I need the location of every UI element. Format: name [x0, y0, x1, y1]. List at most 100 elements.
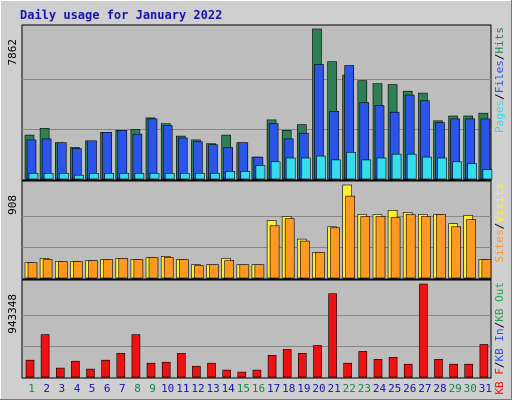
x-tick-label-10: 10	[161, 382, 174, 395]
bar-sites-day-7	[118, 258, 129, 279]
x-tick-label-19: 19	[297, 382, 310, 395]
bar-pages-day-10	[164, 173, 175, 180]
x-tick-label-22: 22	[343, 382, 356, 395]
bar-sites-day-26	[405, 214, 416, 279]
bar-kb-f-day-23	[358, 351, 368, 378]
bar-kb-f-day-18	[282, 349, 292, 378]
legend-item: /	[493, 223, 506, 230]
bar-sites-day-25	[390, 217, 401, 279]
bar-sites-day-4	[73, 261, 83, 279]
panel-visits-sites: 908 Sites/Visits	[6, 180, 506, 280]
bar-kb-f-day-6	[101, 359, 110, 378]
bar-sites-day-23	[360, 216, 371, 279]
bar-kb-f-day-13	[207, 362, 216, 378]
x-tick-label-21: 21	[327, 382, 340, 395]
legend-item: KB F	[493, 368, 506, 395]
x-tick-label-31: 31	[479, 382, 492, 395]
bar-pages-day-8	[134, 173, 145, 180]
bar-pages-day-13	[210, 173, 220, 180]
bar-kb-f-day-10	[161, 361, 171, 378]
bar-pages-day-5	[89, 173, 99, 180]
bar-sites-day-6	[103, 259, 113, 279]
bar-kb-f-day-29	[449, 363, 458, 378]
bar-sites-day-18	[284, 218, 295, 279]
legend-item: Visits	[493, 183, 506, 223]
bar-pages-day-19	[300, 157, 311, 180]
bar-pages-day-31	[482, 169, 493, 180]
bar-sites-day-29	[451, 226, 461, 279]
chart-panels: 7862Pages/Files/Hits908Sites/Visits94334…	[6, 24, 506, 395]
bar-files-day-8	[132, 133, 143, 180]
bar-sites-day-1	[27, 262, 38, 279]
x-tick-label-12: 12	[191, 382, 204, 395]
bar-kb-f-day-24	[373, 358, 383, 378]
y-max-label-kbytes: 943348	[6, 294, 19, 334]
y-max-label-visits-sites: 908	[6, 195, 19, 215]
bar-sites-day-8	[133, 259, 144, 279]
bar-sites-day-13	[209, 264, 219, 279]
bar-sites-day-3	[57, 261, 68, 279]
chart-title: Daily usage for January 2022	[20, 8, 222, 22]
bar-kb-f-day-22	[343, 362, 353, 378]
bar-kb-f-day-5	[86, 368, 95, 378]
bar-files-day-7	[117, 130, 128, 180]
bar-pages-day-1	[28, 173, 39, 180]
x-tick-label-18: 18	[282, 382, 295, 395]
bar-sites-day-20	[315, 252, 325, 279]
bar-kb-f-day-27	[419, 283, 428, 378]
legend-item: /	[493, 362, 506, 369]
bar-pages-day-12	[195, 173, 205, 180]
bar-kb-f-day-7	[116, 352, 126, 378]
bar-kb-f-day-11	[177, 352, 186, 378]
bar-files-day-2	[41, 138, 52, 180]
legend-kbytes: KB F/KB In/KB Out	[493, 282, 506, 395]
bar-sites-day-2	[42, 259, 53, 279]
x-tick-label-16: 16	[252, 382, 265, 395]
x-tick-label-14: 14	[222, 382, 236, 395]
bar-kb-f-day-9	[146, 362, 156, 378]
bar-pages-day-16	[255, 165, 266, 180]
x-tick-label-29: 29	[449, 382, 462, 395]
bar-kb-f-day-30	[464, 363, 474, 378]
bar-pages-day-21	[331, 159, 341, 180]
bar-pages-day-24	[376, 157, 387, 180]
x-tick-label-17: 17	[267, 382, 280, 395]
x-tick-label-11: 11	[176, 382, 189, 395]
bar-kb-f-day-26	[403, 363, 413, 378]
bar-pages-day-11	[180, 173, 190, 180]
bar-pages-day-28	[437, 157, 447, 180]
x-tick-label-24: 24	[373, 382, 387, 395]
x-tick-label-25: 25	[388, 382, 401, 395]
bar-pages-day-4	[74, 174, 84, 180]
x-tick-label-27: 27	[418, 382, 431, 395]
bar-kb-f-day-4	[71, 360, 80, 378]
bar-sites-day-16	[254, 264, 265, 279]
bar-pages-day-30	[467, 163, 478, 180]
bar-pages-day-25	[391, 153, 402, 180]
bar-kb-f-day-21	[328, 293, 337, 378]
legend-item: Pages	[493, 100, 506, 133]
bar-kb-f-day-12	[192, 365, 201, 378]
bar-pages-day-29	[452, 161, 462, 180]
legend-item: Sites	[493, 229, 506, 262]
bar-kb-f-day-17	[267, 354, 277, 378]
x-tick-label-28: 28	[433, 382, 446, 395]
x-tick-label-3: 3	[58, 382, 65, 395]
bar-kb-f-day-15	[237, 371, 247, 378]
bar-sites-day-15	[239, 264, 250, 279]
bar-sites-day-24	[375, 216, 386, 279]
x-tick-label-6: 6	[104, 382, 111, 395]
bar-kb-f-day-14	[222, 369, 231, 378]
legend-item: Hits	[493, 27, 506, 54]
bar-kb-f-day-19	[297, 352, 307, 378]
bar-kb-f-day-2	[40, 334, 50, 378]
legend-item: Files	[493, 60, 506, 93]
x-tick-label-13: 13	[206, 382, 219, 395]
x-tick-label-9: 9	[149, 382, 156, 395]
bar-sites-day-30	[466, 219, 477, 279]
legend-item: KB Out	[493, 282, 506, 322]
x-tick-label-8: 8	[134, 382, 141, 395]
bar-kb-f-day-8	[131, 334, 141, 378]
